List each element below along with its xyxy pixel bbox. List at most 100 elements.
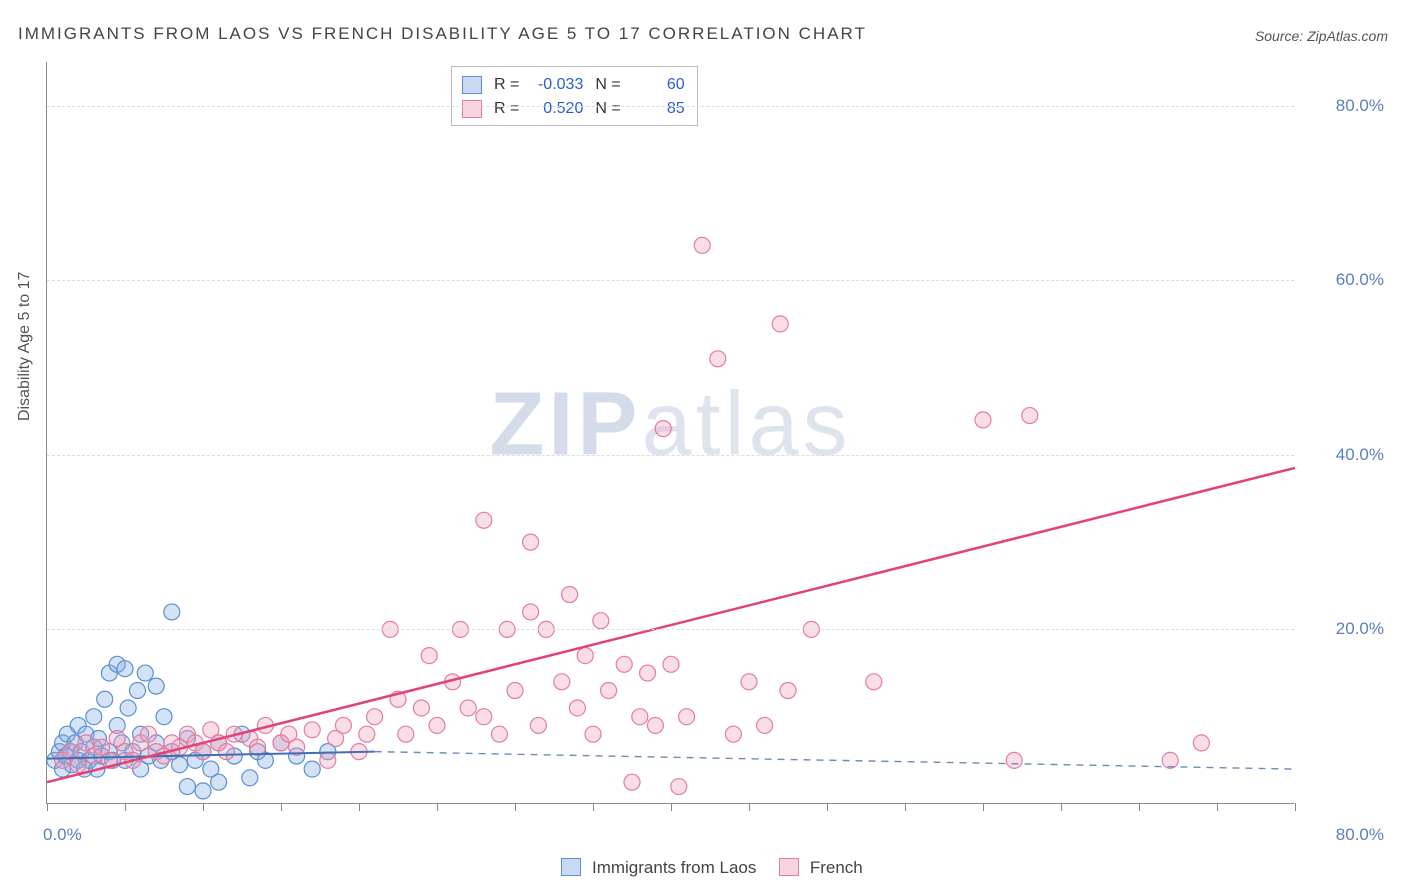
- stat-R-value-1: -0.033: [527, 76, 583, 94]
- plot-area: ZIPatlas R = -0.033 N = 60 R = 0.520 N =…: [46, 62, 1294, 804]
- data-point: [694, 237, 710, 253]
- y-tick-label: 80.0%: [1304, 96, 1384, 116]
- x-tick: [905, 803, 906, 811]
- data-point: [242, 770, 258, 786]
- data-point: [320, 752, 336, 768]
- x-tick: [359, 803, 360, 811]
- data-point: [671, 779, 687, 795]
- source-attribution: Source: ZipAtlas.com: [1255, 28, 1388, 44]
- swatch-pink-icon: [462, 100, 482, 118]
- data-point: [585, 726, 601, 742]
- data-point: [359, 726, 375, 742]
- data-point: [507, 683, 523, 699]
- data-point: [640, 665, 656, 681]
- data-point: [129, 683, 145, 699]
- data-point: [663, 656, 679, 672]
- data-point: [569, 700, 585, 716]
- data-point: [725, 726, 741, 742]
- data-point: [429, 717, 445, 733]
- x-tick: [749, 803, 750, 811]
- stat-N-value-1: 60: [629, 76, 685, 94]
- data-point: [577, 648, 593, 664]
- y-tick-label: 40.0%: [1304, 445, 1384, 465]
- data-point: [632, 709, 648, 725]
- data-point: [70, 757, 86, 773]
- data-point: [710, 351, 726, 367]
- legend-swatch-blue-icon: [561, 858, 581, 876]
- data-point: [975, 412, 991, 428]
- data-point: [97, 691, 113, 707]
- chart-title: IMMIGRANTS FROM LAOS VS FRENCH DISABILIT…: [18, 24, 867, 44]
- data-point: [655, 421, 671, 437]
- data-point: [772, 316, 788, 332]
- data-point: [137, 665, 153, 681]
- data-point: [421, 648, 437, 664]
- stat-R-label: R =: [494, 100, 519, 118]
- data-point: [757, 717, 773, 733]
- data-point: [554, 674, 570, 690]
- data-point: [476, 512, 492, 528]
- data-point: [601, 683, 617, 699]
- scatter-svg: [47, 62, 1294, 803]
- data-point: [562, 586, 578, 602]
- x-tick: [515, 803, 516, 811]
- data-point: [647, 717, 663, 733]
- data-point: [304, 761, 320, 777]
- data-point: [530, 717, 546, 733]
- data-point: [741, 674, 757, 690]
- grid-line: [47, 106, 1294, 107]
- data-point: [616, 656, 632, 672]
- stats-row-series1: R = -0.033 N = 60: [462, 73, 685, 97]
- legend-label-1: Immigrants from Laos: [592, 858, 756, 877]
- data-point: [179, 779, 195, 795]
- trendline-blue-dashed: [375, 752, 1295, 769]
- trendline-pink: [47, 468, 1295, 782]
- data-point: [1193, 735, 1209, 751]
- legend-swatch-pink-icon: [779, 858, 799, 876]
- grid-line: [47, 629, 1294, 630]
- x-tick: [1061, 803, 1062, 811]
- bottom-legend: Immigrants from Laos French: [0, 858, 1406, 878]
- data-point: [304, 722, 320, 738]
- grid-line: [47, 280, 1294, 281]
- stat-N-label: N =: [595, 100, 620, 118]
- data-point: [1022, 408, 1038, 424]
- data-point: [117, 661, 133, 677]
- data-point: [86, 709, 102, 725]
- data-point: [195, 744, 211, 760]
- data-point: [195, 783, 211, 799]
- data-point: [1162, 752, 1178, 768]
- data-point: [367, 709, 383, 725]
- x-axis-max-label: 80.0%: [1304, 825, 1384, 845]
- data-point: [398, 726, 414, 742]
- stat-N-label: N =: [595, 76, 620, 94]
- stat-R-value-2: 0.520: [527, 100, 583, 118]
- y-tick-label: 60.0%: [1304, 270, 1384, 290]
- swatch-blue-icon: [462, 76, 482, 94]
- grid-line: [47, 455, 1294, 456]
- x-tick: [827, 803, 828, 811]
- data-point: [780, 683, 796, 699]
- data-point: [148, 678, 164, 694]
- x-tick: [593, 803, 594, 811]
- x-tick: [1217, 803, 1218, 811]
- data-point: [460, 700, 476, 716]
- stats-row-series2: R = 0.520 N = 85: [462, 97, 685, 121]
- data-point: [211, 774, 227, 790]
- data-point: [218, 744, 234, 760]
- data-point: [476, 709, 492, 725]
- data-point: [523, 534, 539, 550]
- stat-R-label: R =: [494, 76, 519, 94]
- x-tick: [1295, 803, 1296, 811]
- x-tick: [983, 803, 984, 811]
- data-point: [172, 757, 188, 773]
- data-point: [156, 709, 172, 725]
- x-tick: [1139, 803, 1140, 811]
- data-point: [679, 709, 695, 725]
- data-point: [164, 604, 180, 620]
- x-axis-min-label: 0.0%: [43, 825, 82, 845]
- stats-legend-box: R = -0.033 N = 60 R = 0.520 N = 85: [451, 66, 698, 126]
- data-point: [523, 604, 539, 620]
- data-point: [140, 726, 156, 742]
- x-tick: [281, 803, 282, 811]
